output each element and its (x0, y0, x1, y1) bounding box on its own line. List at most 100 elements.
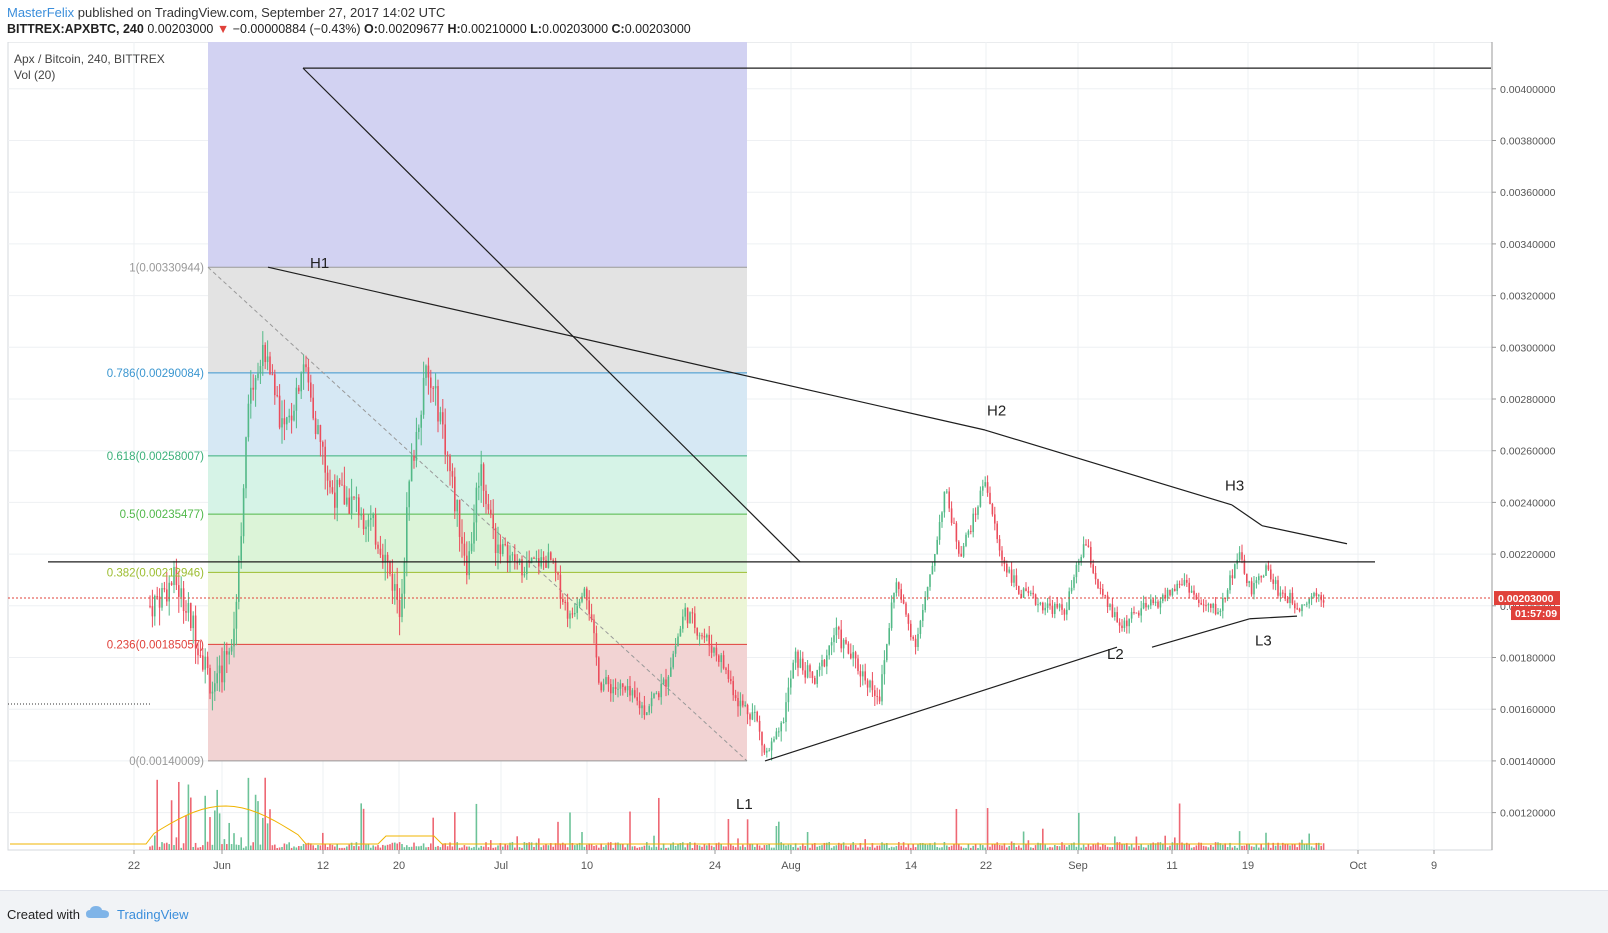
volume-bar (614, 842, 617, 850)
volume-bar (744, 847, 746, 850)
volume-bar (1106, 846, 1109, 850)
candle-body (641, 705, 643, 709)
candle-body (307, 367, 310, 383)
candle-body (451, 471, 454, 477)
candle-body (1111, 604, 1114, 618)
volume-bar (929, 843, 931, 850)
candle-body (590, 614, 593, 620)
volume-bar (912, 843, 914, 850)
candle-body (418, 427, 420, 432)
volume-bar (1080, 847, 1082, 850)
volume-bar (1166, 847, 1169, 850)
candle-body (286, 417, 288, 425)
candle-body (569, 613, 571, 619)
volume-bar (569, 812, 571, 850)
candle-body (226, 651, 228, 655)
volume-bar (1058, 846, 1061, 850)
author-link[interactable]: MasterFelix (7, 5, 75, 20)
candle-body (182, 588, 185, 612)
candle-body (943, 491, 946, 513)
volume-bar (902, 842, 905, 850)
volume-bar (878, 845, 881, 850)
volume-bar (641, 846, 643, 850)
volume-bar (924, 843, 926, 850)
tradingview-link[interactable]: TradingView (117, 907, 189, 922)
volume-bar (252, 842, 254, 850)
low-value: 0.00203000 (541, 22, 609, 36)
candle-body (1282, 592, 1284, 594)
candle-body (190, 603, 192, 629)
close-label: C: (608, 22, 625, 36)
volume-bar (420, 845, 422, 850)
volume-bar (1013, 842, 1015, 850)
candle-body (180, 588, 182, 597)
candle-body (727, 670, 730, 679)
volume-bar (967, 843, 970, 850)
volume-bar (919, 843, 922, 850)
volume-bar (931, 844, 934, 850)
candle-body (1188, 582, 1190, 593)
volume-bar (1301, 839, 1303, 850)
candle-body (559, 574, 562, 599)
volume-bar (629, 811, 631, 850)
volume-bar (163, 843, 166, 850)
open-value: 0.00209677 (377, 22, 444, 36)
volume-bar (190, 797, 192, 850)
volume-bar (250, 845, 252, 850)
volume-bar (358, 846, 360, 850)
volume-bar (948, 846, 950, 850)
volume-bar (396, 843, 398, 850)
candle-body (264, 344, 266, 363)
volume-bar (1044, 844, 1046, 850)
volume-bar (168, 844, 170, 850)
volume-bar (1159, 842, 1162, 850)
candle-body (238, 560, 240, 602)
time-tick-label: 14 (905, 860, 917, 872)
candle-body (1174, 588, 1176, 591)
open-label: O: (360, 22, 378, 36)
candle-body (439, 412, 442, 422)
candle-body (828, 645, 830, 656)
candle-body (1298, 608, 1301, 612)
candle-body (878, 696, 881, 702)
volume-bar (242, 847, 245, 850)
volume-bar (149, 846, 151, 850)
volume-bar (1082, 844, 1085, 850)
volume-bar (650, 847, 653, 850)
volume-bar (502, 846, 504, 850)
volume-bar (1051, 847, 1054, 850)
volume-bar (1274, 845, 1277, 850)
candle-body (778, 731, 780, 733)
volume-bar (1010, 841, 1013, 850)
volume-bar (1090, 846, 1092, 850)
volume-bar (1073, 842, 1075, 850)
volume-bar (377, 845, 379, 850)
candle-body (622, 683, 624, 687)
candle-body (766, 750, 768, 753)
volume-bar (1121, 844, 1123, 850)
candle-body (610, 684, 612, 694)
candle-body (881, 674, 883, 702)
volume-bar (1219, 843, 1222, 850)
volume-bar (521, 847, 523, 850)
candle-body (1154, 601, 1157, 603)
volume-bar (269, 809, 271, 850)
candle-body (1255, 580, 1258, 584)
candle-body (854, 652, 857, 659)
candle-body (389, 561, 391, 575)
volume-bar (725, 846, 727, 850)
volume-bar (230, 844, 233, 850)
candle-body (907, 614, 910, 624)
price-tick-label: 0.00340000 (1500, 239, 1556, 251)
candle-body (509, 555, 511, 563)
chart-area[interactable]: 1(0.00330944) 0.786(0.00290084) 0.618(0.00… (0, 42, 1608, 890)
volume-bar (571, 843, 574, 850)
volume-bar (427, 846, 430, 850)
candle-body (415, 431, 418, 461)
candle-body (240, 536, 242, 561)
candle-body (151, 606, 154, 617)
candle-body (864, 671, 866, 681)
volume-bar (379, 847, 382, 850)
price-chart[interactable]: 1(0.00330944) 0.786(0.00290084) 0.618(0.00… (0, 42, 1608, 890)
volume-bar (331, 844, 334, 850)
